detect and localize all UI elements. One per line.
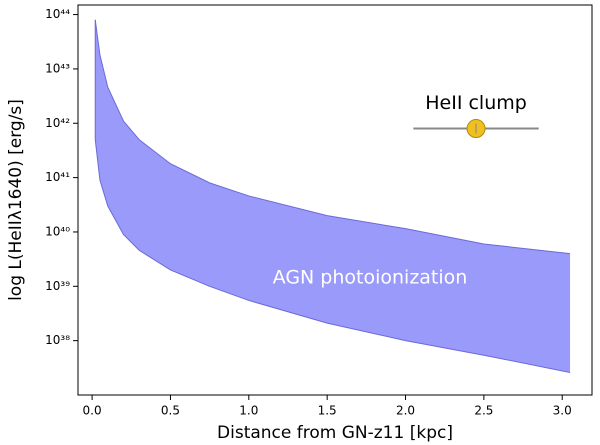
y-tick-label: 10⁴⁰: [45, 224, 70, 238]
x-tick-label: 1.5: [318, 404, 337, 418]
plot-frame: [77, 4, 593, 396]
x-tick-label: 0.0: [83, 404, 102, 418]
upper-edge: [94, 19, 571, 255]
y-tick-label: 10⁴¹: [45, 170, 70, 184]
y-tick-label: 10³⁹: [45, 279, 70, 293]
lower-edge: [94, 139, 571, 373]
x-tick-label: 0.5: [161, 404, 180, 418]
x-axis-label: Distance from GN-z11 [kpc]: [217, 423, 453, 443]
band-area: [95, 19, 571, 373]
x-tick-label: 3.0: [553, 404, 572, 418]
y-tick-label: 10⁴⁴: [45, 7, 70, 21]
x-tick-label: 2.0: [396, 404, 415, 418]
clump-label: HeII clump: [425, 92, 527, 114]
x-tick-label: 1.0: [239, 404, 258, 418]
region-label: AGN photoionization: [273, 267, 468, 289]
y-axis-label: log L(HeIIλ1640) [erg/s]: [6, 99, 26, 301]
x-tick-label: 2.5: [474, 404, 493, 418]
y-tick-label: 10³⁸: [45, 333, 70, 347]
y-tick-label: 10⁴²: [45, 116, 70, 130]
y-tick-label: 10⁴³: [45, 61, 70, 75]
